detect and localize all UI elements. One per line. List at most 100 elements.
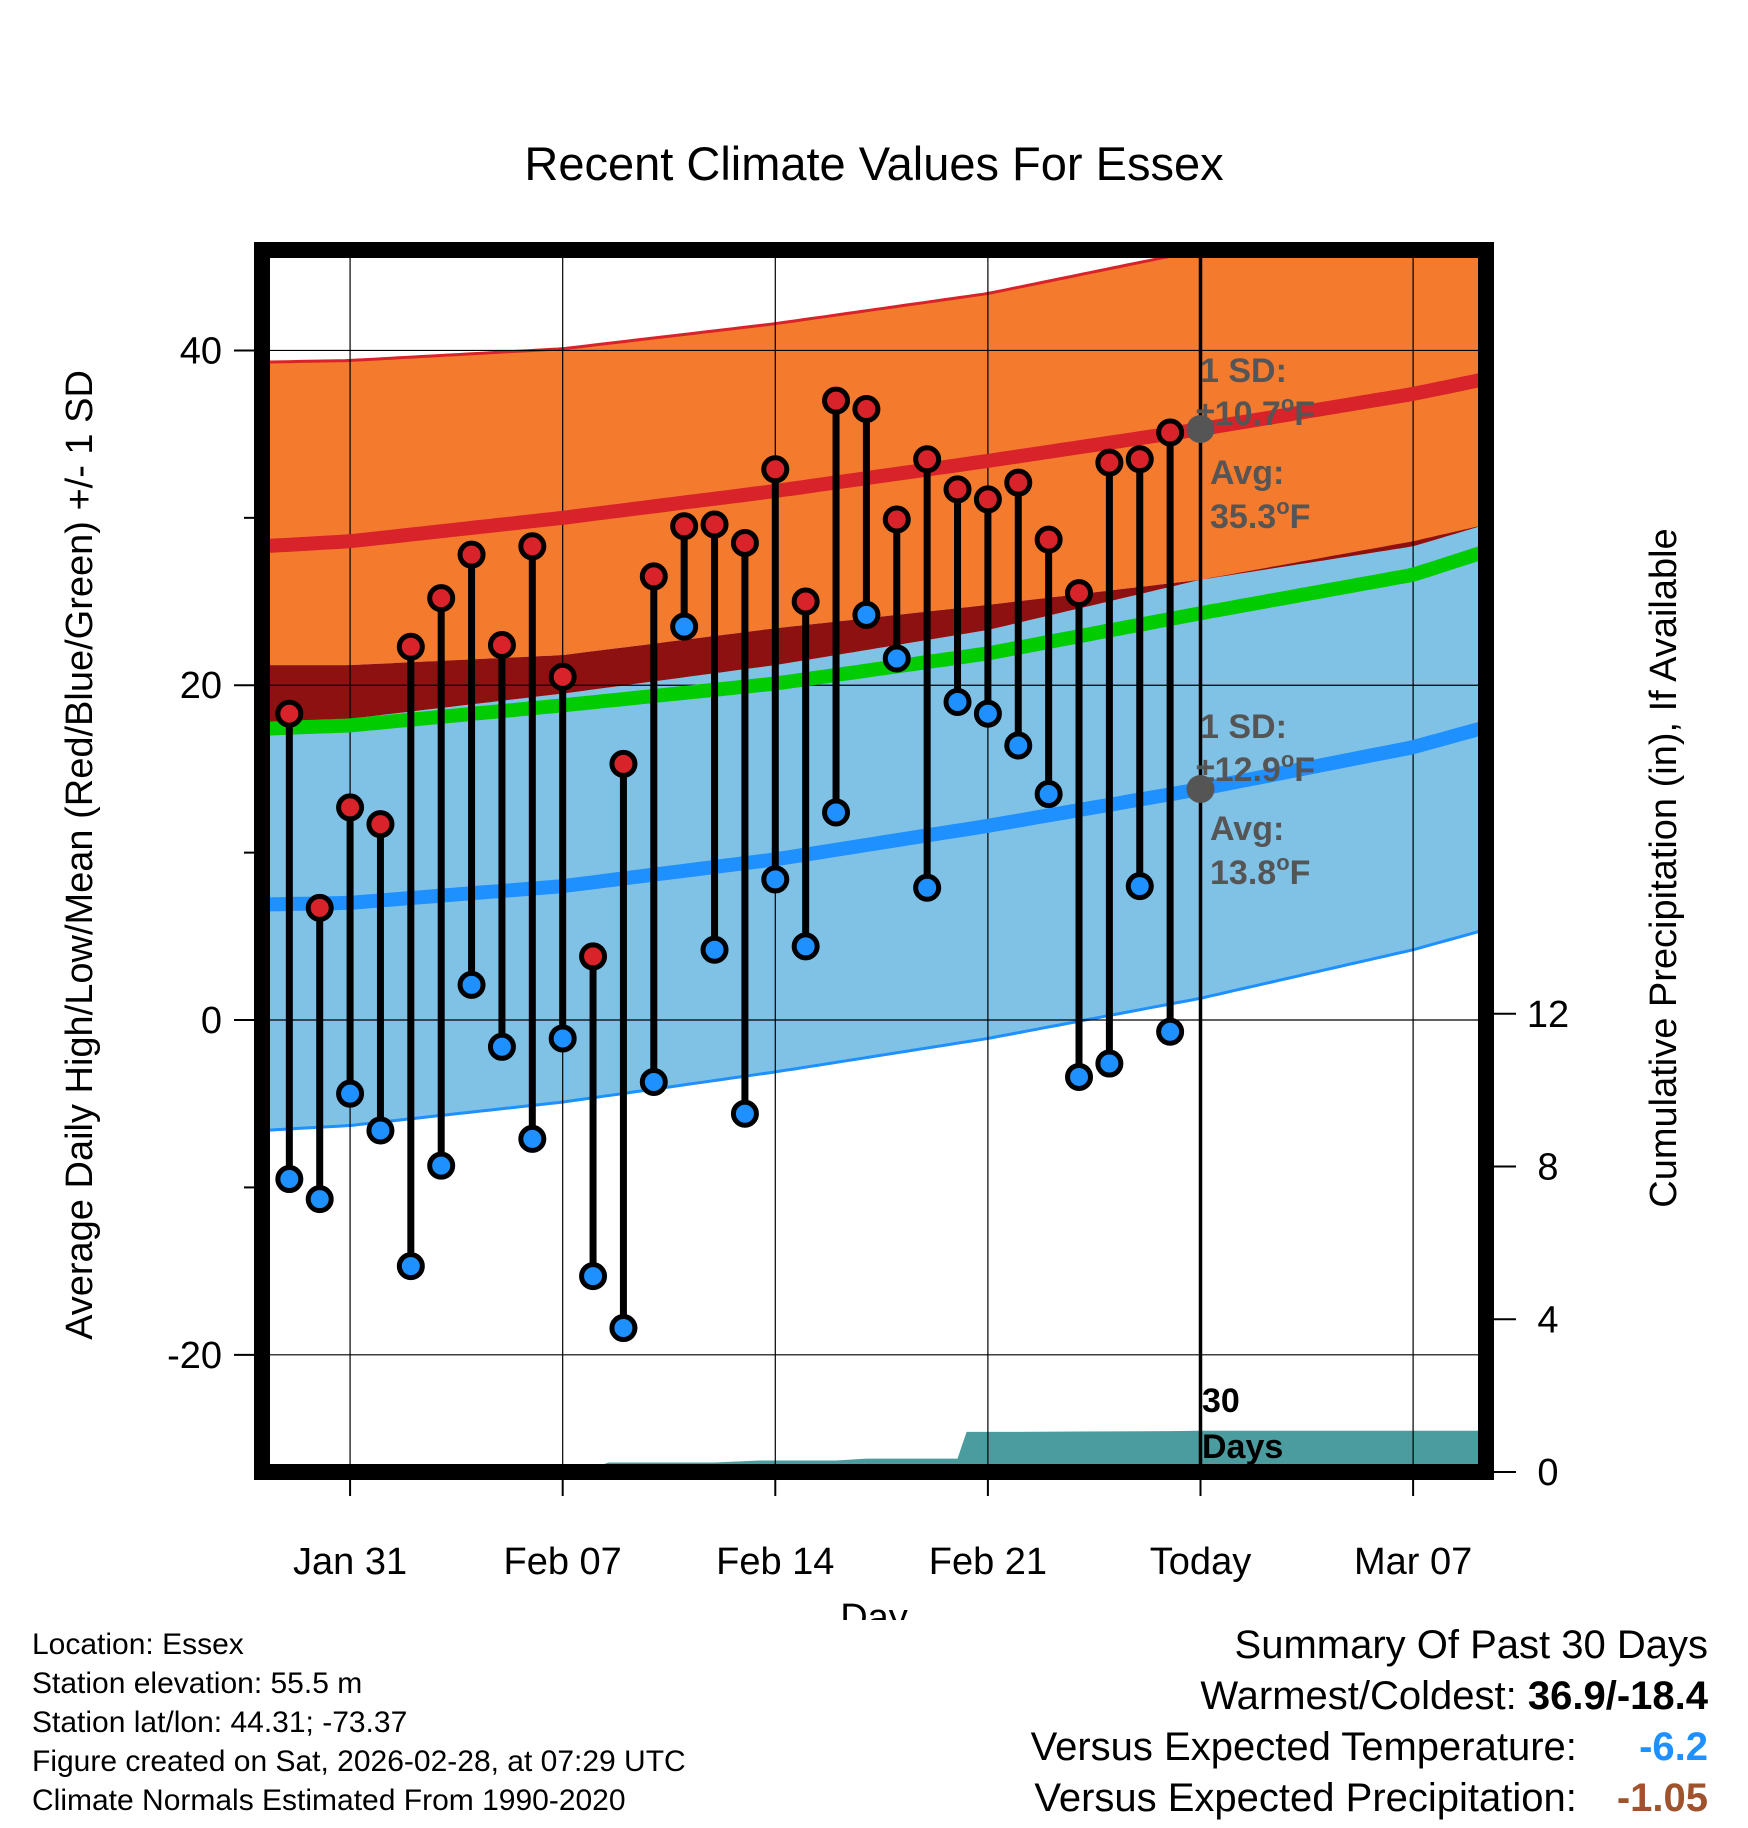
normals-text: Climate Normals Estimated From 1990-2020 [32, 1784, 626, 1817]
daily-high-point [852, 395, 881, 424]
daily-low-point [336, 1079, 365, 1108]
high-avg-label: Avg: [1210, 454, 1284, 492]
daily-low-point [457, 970, 486, 999]
daily-stems [285, 400, 1174, 1329]
daily-high-point [943, 475, 972, 504]
low-avg-value: 13.8oF [1210, 850, 1310, 892]
daily-low-point [427, 1151, 456, 1180]
high-sd-upper-edge [262, 250, 1209, 364]
x-tick-label: Jan 31 [293, 1541, 407, 1583]
daily-high-point [518, 532, 547, 561]
x-axis: Jan 31 Feb 07 Feb 14 Feb 21 Today Mar 07 [293, 1480, 1472, 1583]
daily-dots [275, 386, 1185, 1343]
period-label: 30 Days [1202, 1382, 1283, 1466]
daily-low-point [366, 1116, 395, 1145]
created-text: Figure created on Sat, 2026-02-28, at 07… [32, 1745, 686, 1778]
precip-area [262, 1430, 1486, 1472]
low-sd-band [262, 524, 1485, 1131]
daily-low-point [548, 1024, 577, 1053]
summary-temp-row: Versus Expected Temperature: -6.2 [1031, 1722, 1708, 1773]
daily-high-point [761, 455, 790, 484]
daily-high-point [730, 528, 759, 557]
daily-high-point [1095, 448, 1124, 477]
summary-panel: Summary Of Past 30 Days Warmest/Coldest:… [1031, 1620, 1708, 1824]
plot-frame [254, 242, 1494, 1480]
normal-low-line [262, 720, 1486, 912]
daily-high-point [336, 793, 365, 822]
daily-low-point [730, 1099, 759, 1128]
normal-high-line [262, 372, 1486, 554]
daily-low-point [822, 798, 851, 827]
low-sd-value: ±12.9oF [1196, 747, 1315, 789]
x-tick-label: Today [1150, 1541, 1251, 1583]
daily-high-point [275, 699, 304, 728]
daily-high-point [305, 893, 334, 922]
daily-high-point [1125, 445, 1154, 474]
summary-precip-row: Versus Expected Precipitation: -1.05 [1031, 1773, 1708, 1824]
daily-low-point [882, 644, 911, 673]
warmest-label: Warmest/Coldest: [1200, 1674, 1517, 1718]
station-info: Location: Essex Station elevation: 55.5 … [32, 1625, 686, 1820]
daily-low-point [973, 699, 1002, 728]
daily-high-point [639, 562, 668, 591]
temp-value: -6.2 [1639, 1725, 1708, 1769]
daily-low-point [487, 1032, 516, 1061]
daily-high-point [700, 510, 729, 539]
daily-low-point [1156, 1017, 1185, 1046]
daily-high-point [609, 749, 638, 778]
daily-high-point [396, 632, 425, 661]
climate-chart: Recent Climate Values For Essex 1 SD: ±1… [59, 137, 1685, 1620]
y-axis-left-label: Average Daily High/Low/Mean (Red/Blue/Gr… [59, 370, 101, 1340]
daily-high-point [457, 540, 486, 569]
summary-warmest-row: Warmest/Coldest: 36.9/-18.4 [1031, 1671, 1708, 1722]
daily-high-point [579, 942, 608, 971]
daily-high-point [882, 505, 911, 534]
high-avg-value: 35.3oF [1210, 494, 1310, 536]
daily-low-point [639, 1067, 668, 1096]
x-tick-label: Feb 07 [504, 1541, 622, 1583]
daily-high-point [427, 584, 456, 613]
high-annotation: 1 SD: ±10.7oF Avg: 35.3oF [1196, 352, 1315, 536]
daily-high-point [913, 445, 942, 474]
daily-low-point [913, 873, 942, 902]
precip-value: -1.05 [1616, 1776, 1708, 1820]
daily-low-point [670, 612, 699, 641]
daily-low-point [1004, 731, 1033, 760]
chart-title: Recent Climate Values For Essex [524, 137, 1223, 190]
y-right-tick-label: 12 [1527, 994, 1569, 1036]
y-axis-left: 40 20 0 -20 [167, 330, 254, 1377]
daily-low-point [1125, 872, 1154, 901]
x-axis-label: Day [840, 1597, 908, 1620]
daily-high-point [366, 810, 395, 839]
location-text: Location: Essex [32, 1628, 244, 1661]
high-avg-marker [1186, 415, 1215, 444]
daily-low-point [305, 1185, 334, 1214]
elevation-text: Station elevation: 55.5 m [32, 1667, 363, 1700]
y-right-tick-label: 8 [1537, 1147, 1558, 1189]
daily-low-point [791, 932, 820, 961]
y-right-tick-label: 0 [1537, 1452, 1558, 1494]
daily-low-point [518, 1124, 547, 1153]
daily-low-point [1095, 1049, 1124, 1078]
high-sd-band [262, 250, 1485, 666]
daily-high-point [822, 386, 851, 415]
y-tick-label: 0 [201, 1000, 222, 1042]
daily-low-point [609, 1314, 638, 1343]
daily-low-point [275, 1165, 304, 1194]
daily-low-point [579, 1262, 608, 1291]
latlon-text: Station lat/lon: 44.31; -73.37 [32, 1706, 408, 1739]
daily-high-point [1156, 418, 1185, 447]
y-right-tick-label: 4 [1537, 1299, 1558, 1341]
x-tick-label: Mar 07 [1354, 1541, 1472, 1583]
temp-label: Versus Expected Temperature: [1030, 1725, 1577, 1769]
y-tick-label: 40 [180, 330, 222, 372]
daily-low-point [761, 865, 790, 894]
daily-low-point [1065, 1062, 1094, 1091]
period-unit: Days [1202, 1428, 1283, 1466]
high-sd-value: ±10.7oF [1196, 391, 1315, 433]
normal-mean-line [262, 545, 1486, 736]
daily-low-point [396, 1252, 425, 1281]
low-avg-marker [1186, 775, 1215, 804]
warmest-value: 36.9/-18.4 [1527, 1674, 1708, 1718]
daily-high-point [548, 662, 577, 691]
